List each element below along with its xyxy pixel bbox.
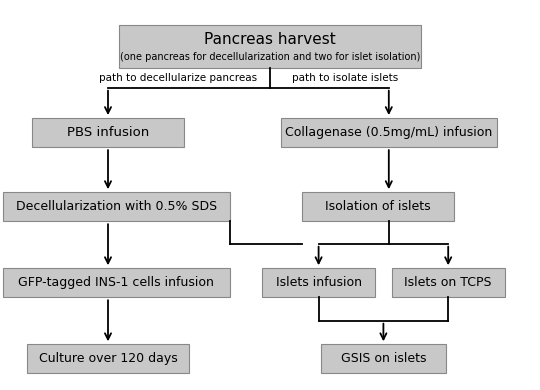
FancyBboxPatch shape [392,268,505,297]
Text: (one pancreas for decellularization and two for islet isolation): (one pancreas for decellularization and … [120,51,420,62]
FancyBboxPatch shape [262,268,375,297]
Text: path to decellularize pancreas: path to decellularize pancreas [99,73,257,83]
FancyBboxPatch shape [3,192,229,221]
Text: Collagenase (0.5mg/mL) infusion: Collagenase (0.5mg/mL) infusion [285,126,492,139]
FancyBboxPatch shape [281,118,497,147]
Text: Isolation of islets: Isolation of islets [325,200,431,213]
Text: Decellularization with 0.5% SDS: Decellularization with 0.5% SDS [16,200,217,213]
FancyBboxPatch shape [119,25,421,68]
Text: Pancreas harvest: Pancreas harvest [204,32,336,46]
FancyBboxPatch shape [302,192,454,221]
Text: path to isolate islets: path to isolate islets [293,73,399,83]
Text: Islets on TCPS: Islets on TCPS [404,276,492,289]
Text: Islets infusion: Islets infusion [275,276,362,289]
FancyBboxPatch shape [32,118,184,147]
FancyBboxPatch shape [3,268,229,297]
Text: PBS infusion: PBS infusion [67,126,149,139]
Text: GSIS on islets: GSIS on islets [341,352,426,365]
Text: Culture over 120 days: Culture over 120 days [39,352,177,365]
FancyBboxPatch shape [321,344,446,374]
Text: GFP-tagged INS-1 cells infusion: GFP-tagged INS-1 cells infusion [18,276,214,289]
FancyBboxPatch shape [27,344,189,374]
